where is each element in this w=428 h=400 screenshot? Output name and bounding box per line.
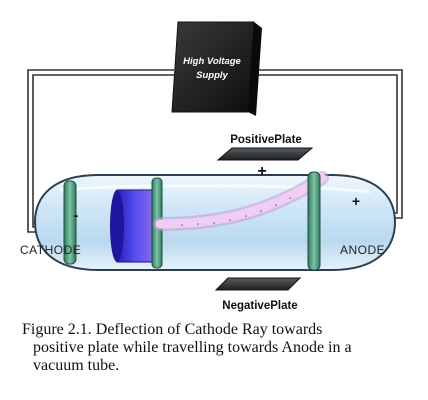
electron-charge: - bbox=[197, 221, 200, 228]
figure-caption: Figure 2.1. Deflection of Cathode Ray to… bbox=[22, 321, 417, 375]
high-voltage-supply: High Voltage Supply bbox=[171, 21, 262, 116]
electron-charge: - bbox=[229, 217, 232, 224]
cathode-assembly bbox=[63, 177, 163, 269]
positive-plate-sign: + bbox=[257, 163, 266, 180]
supply-label-line1: High Voltage bbox=[183, 56, 241, 67]
cathode-sign: - bbox=[74, 207, 79, 223]
anode-sign: + bbox=[352, 193, 360, 209]
anode-label: ANODE bbox=[340, 243, 385, 257]
electron-charge: - bbox=[213, 220, 216, 227]
caption-line-1: Figure 2.1. Deflection of Cathode Ray to… bbox=[22, 321, 323, 338]
electron-charge: - bbox=[275, 202, 278, 209]
caption-line-3: vacuum tube. bbox=[33, 357, 120, 374]
electron-charge: - bbox=[260, 208, 263, 215]
negative-plate-label: NegativePlate bbox=[222, 300, 297, 312]
negative-plate: NegativePlate bbox=[214, 277, 302, 312]
electron-charge: - bbox=[181, 222, 184, 229]
electron-charge: - bbox=[289, 195, 292, 202]
supply-label-line2: Supply bbox=[196, 70, 228, 81]
cathode-ray: - - - - - - - - bbox=[153, 171, 329, 231]
caption-line-2: positive plate while travelling towards … bbox=[33, 339, 352, 356]
anode-assembly bbox=[307, 171, 321, 271]
positive-plate: PositivePlate + bbox=[216, 134, 314, 180]
electron-charge: - bbox=[245, 213, 248, 220]
positive-plate-label: PositivePlate bbox=[230, 134, 302, 146]
cathode-label: CATHODE bbox=[20, 243, 81, 257]
